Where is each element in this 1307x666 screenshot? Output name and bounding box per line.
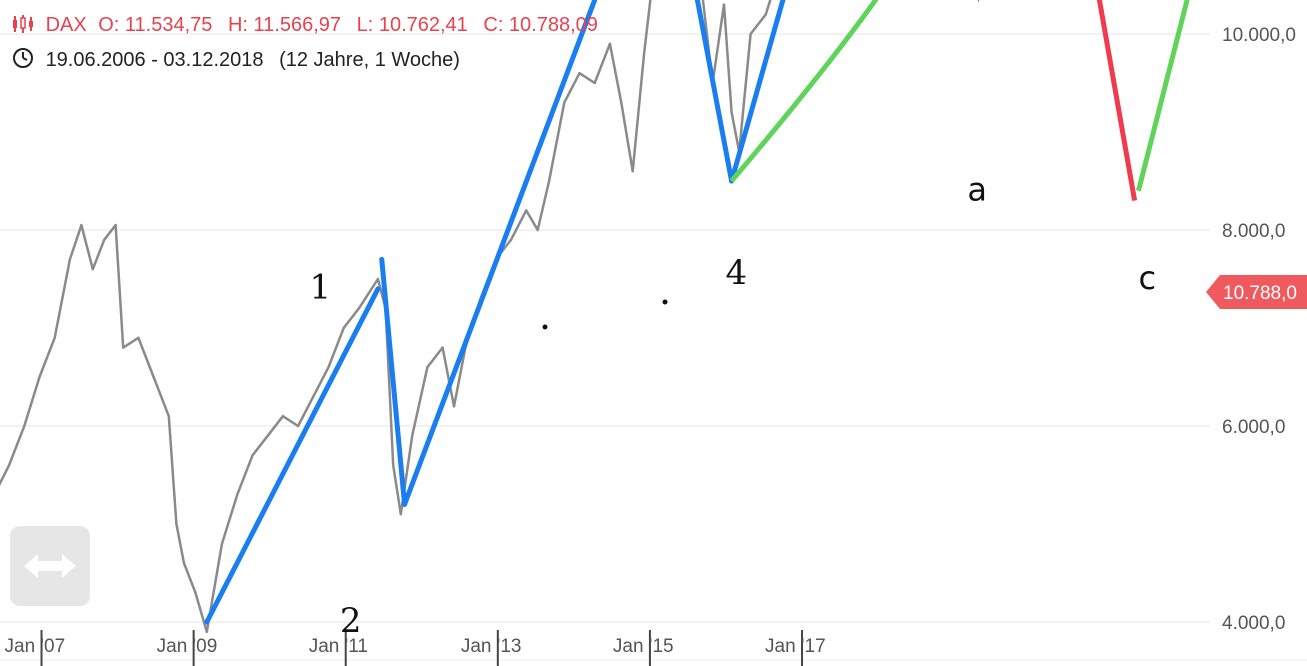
- price-point: [722, 3, 726, 6]
- wave-labels: 12345??5abc: [310, 171, 1157, 641]
- price-point: [251, 454, 254, 457]
- price-point: [23, 424, 26, 428]
- x-tick-label: Jan '07: [5, 636, 66, 657]
- period-header: 19.06.2006 - 03.12.2018 (12 Jahre, 1 Woc…: [12, 47, 470, 72]
- projection-wave-5: [729, 0, 879, 183]
- price-point: [392, 464, 395, 467]
- price-point: [593, 81, 596, 85]
- price-point: [114, 223, 117, 227]
- price-point: [167, 415, 170, 418]
- impulse-wave-segment: [204, 286, 381, 625]
- price-point: [80, 223, 83, 227]
- price-badge: 10.788,0: [1206, 275, 1307, 309]
- impulse-wave-segment: [729, 0, 786, 184]
- price-point: [236, 493, 239, 496]
- wave-label-1: 1: [310, 268, 332, 308]
- price-point: [509, 238, 513, 241]
- wave-label-4: 4: [725, 253, 747, 293]
- price-point: [342, 326, 345, 330]
- impulse-wave-segment: [402, 0, 598, 507]
- price-point: [327, 366, 330, 369]
- clock-icon: [13, 48, 33, 68]
- y-tick-label: 10.000,0: [1222, 25, 1296, 46]
- impulse-wave-segment: [694, 0, 735, 184]
- price-point: [547, 179, 551, 183]
- x-tick-label: Jan '11: [309, 636, 368, 657]
- price-point: [608, 42, 612, 45]
- price-point: [620, 101, 623, 104]
- candlestick-icon: [13, 15, 33, 33]
- period-range: 19.06.2006 - 03.12.2018: [45, 49, 264, 71]
- impulse-wave-segment: [379, 256, 408, 507]
- ohlc-header: DAX O: 11.534,75 H: 11.566,97 L: 10.762,…: [12, 14, 608, 37]
- high-value: H: 11.566,97: [227, 14, 342, 36]
- marker-dot: [542, 324, 548, 330]
- price-point: [411, 434, 414, 437]
- price-point: [68, 258, 72, 261]
- wave-label-2: 2: [340, 601, 362, 641]
- close-value: C: 10.788,09: [483, 14, 598, 36]
- price-point: [376, 277, 380, 281]
- price-point: [53, 336, 56, 339]
- price-badge-text: 10.788,0: [1223, 283, 1297, 304]
- double-arrow-icon: [24, 554, 76, 578]
- price-point: [764, 13, 767, 16]
- price-point: [296, 424, 300, 428]
- wave-lines: [204, 0, 1190, 625]
- x-tick-label: Jan '13: [461, 636, 522, 657]
- price-point: [7, 464, 11, 467]
- price-point: [205, 630, 208, 633]
- price-point: [91, 268, 95, 271]
- price-point: [426, 366, 429, 369]
- price-point: [266, 434, 269, 437]
- price-point: [563, 101, 566, 104]
- gridlines: [0, 33, 1210, 623]
- price-point: [357, 307, 361, 310]
- price-point: [103, 238, 106, 241]
- price-point: [220, 542, 224, 545]
- price-point: [642, 52, 646, 55]
- x-tick-label: Jan '15: [613, 636, 674, 657]
- price-point: [194, 591, 197, 594]
- y-tick-label: 6.000,0: [1222, 417, 1285, 438]
- x-axis: Jan '07 Jan '09 Jan '11 Jan '13 Jan '15 Jan '…: [0, 630, 1307, 666]
- y-tick-label: 4.000,0: [1222, 613, 1285, 634]
- price-point: [749, 32, 752, 36]
- price-point: [399, 513, 402, 516]
- price-point: [578, 72, 581, 75]
- price-point: [182, 562, 186, 565]
- wave-label-a: a: [967, 171, 987, 209]
- price-point: [281, 415, 285, 418]
- y-axis: 4.000,06.000,08.000,010.000,012.000,014.…: [1222, 25, 1296, 634]
- pan-button[interactable]: [10, 526, 90, 606]
- price-point: [38, 375, 41, 379]
- period-interval: (12 Jahre, 1 Woche): [279, 49, 460, 71]
- x-tick-label: Jan '09: [157, 636, 218, 657]
- price-point: [122, 346, 125, 349]
- y-tick-label: 8.000,0: [1222, 221, 1285, 242]
- correction-wave-abc: [977, 0, 1138, 202]
- price-point: [525, 209, 528, 212]
- price-point: [452, 405, 456, 408]
- price-point: [631, 170, 634, 173]
- price-point: [730, 111, 733, 114]
- marker-dot: [662, 299, 668, 305]
- open-value: O: 11.534,75: [98, 14, 213, 36]
- price-point: [441, 346, 444, 349]
- wave-label-c: c: [1138, 259, 1156, 297]
- projection-after-c: [1136, 0, 1190, 192]
- price-point: [536, 228, 539, 232]
- price-point: [175, 522, 178, 526]
- price-point: [152, 375, 155, 379]
- symbol-label: DAX: [45, 14, 87, 36]
- price-point: [137, 336, 140, 339]
- x-tick-label: Jan '17: [765, 636, 826, 657]
- low-value: L: 10.762,41: [356, 14, 468, 36]
- price-point: [312, 395, 315, 398]
